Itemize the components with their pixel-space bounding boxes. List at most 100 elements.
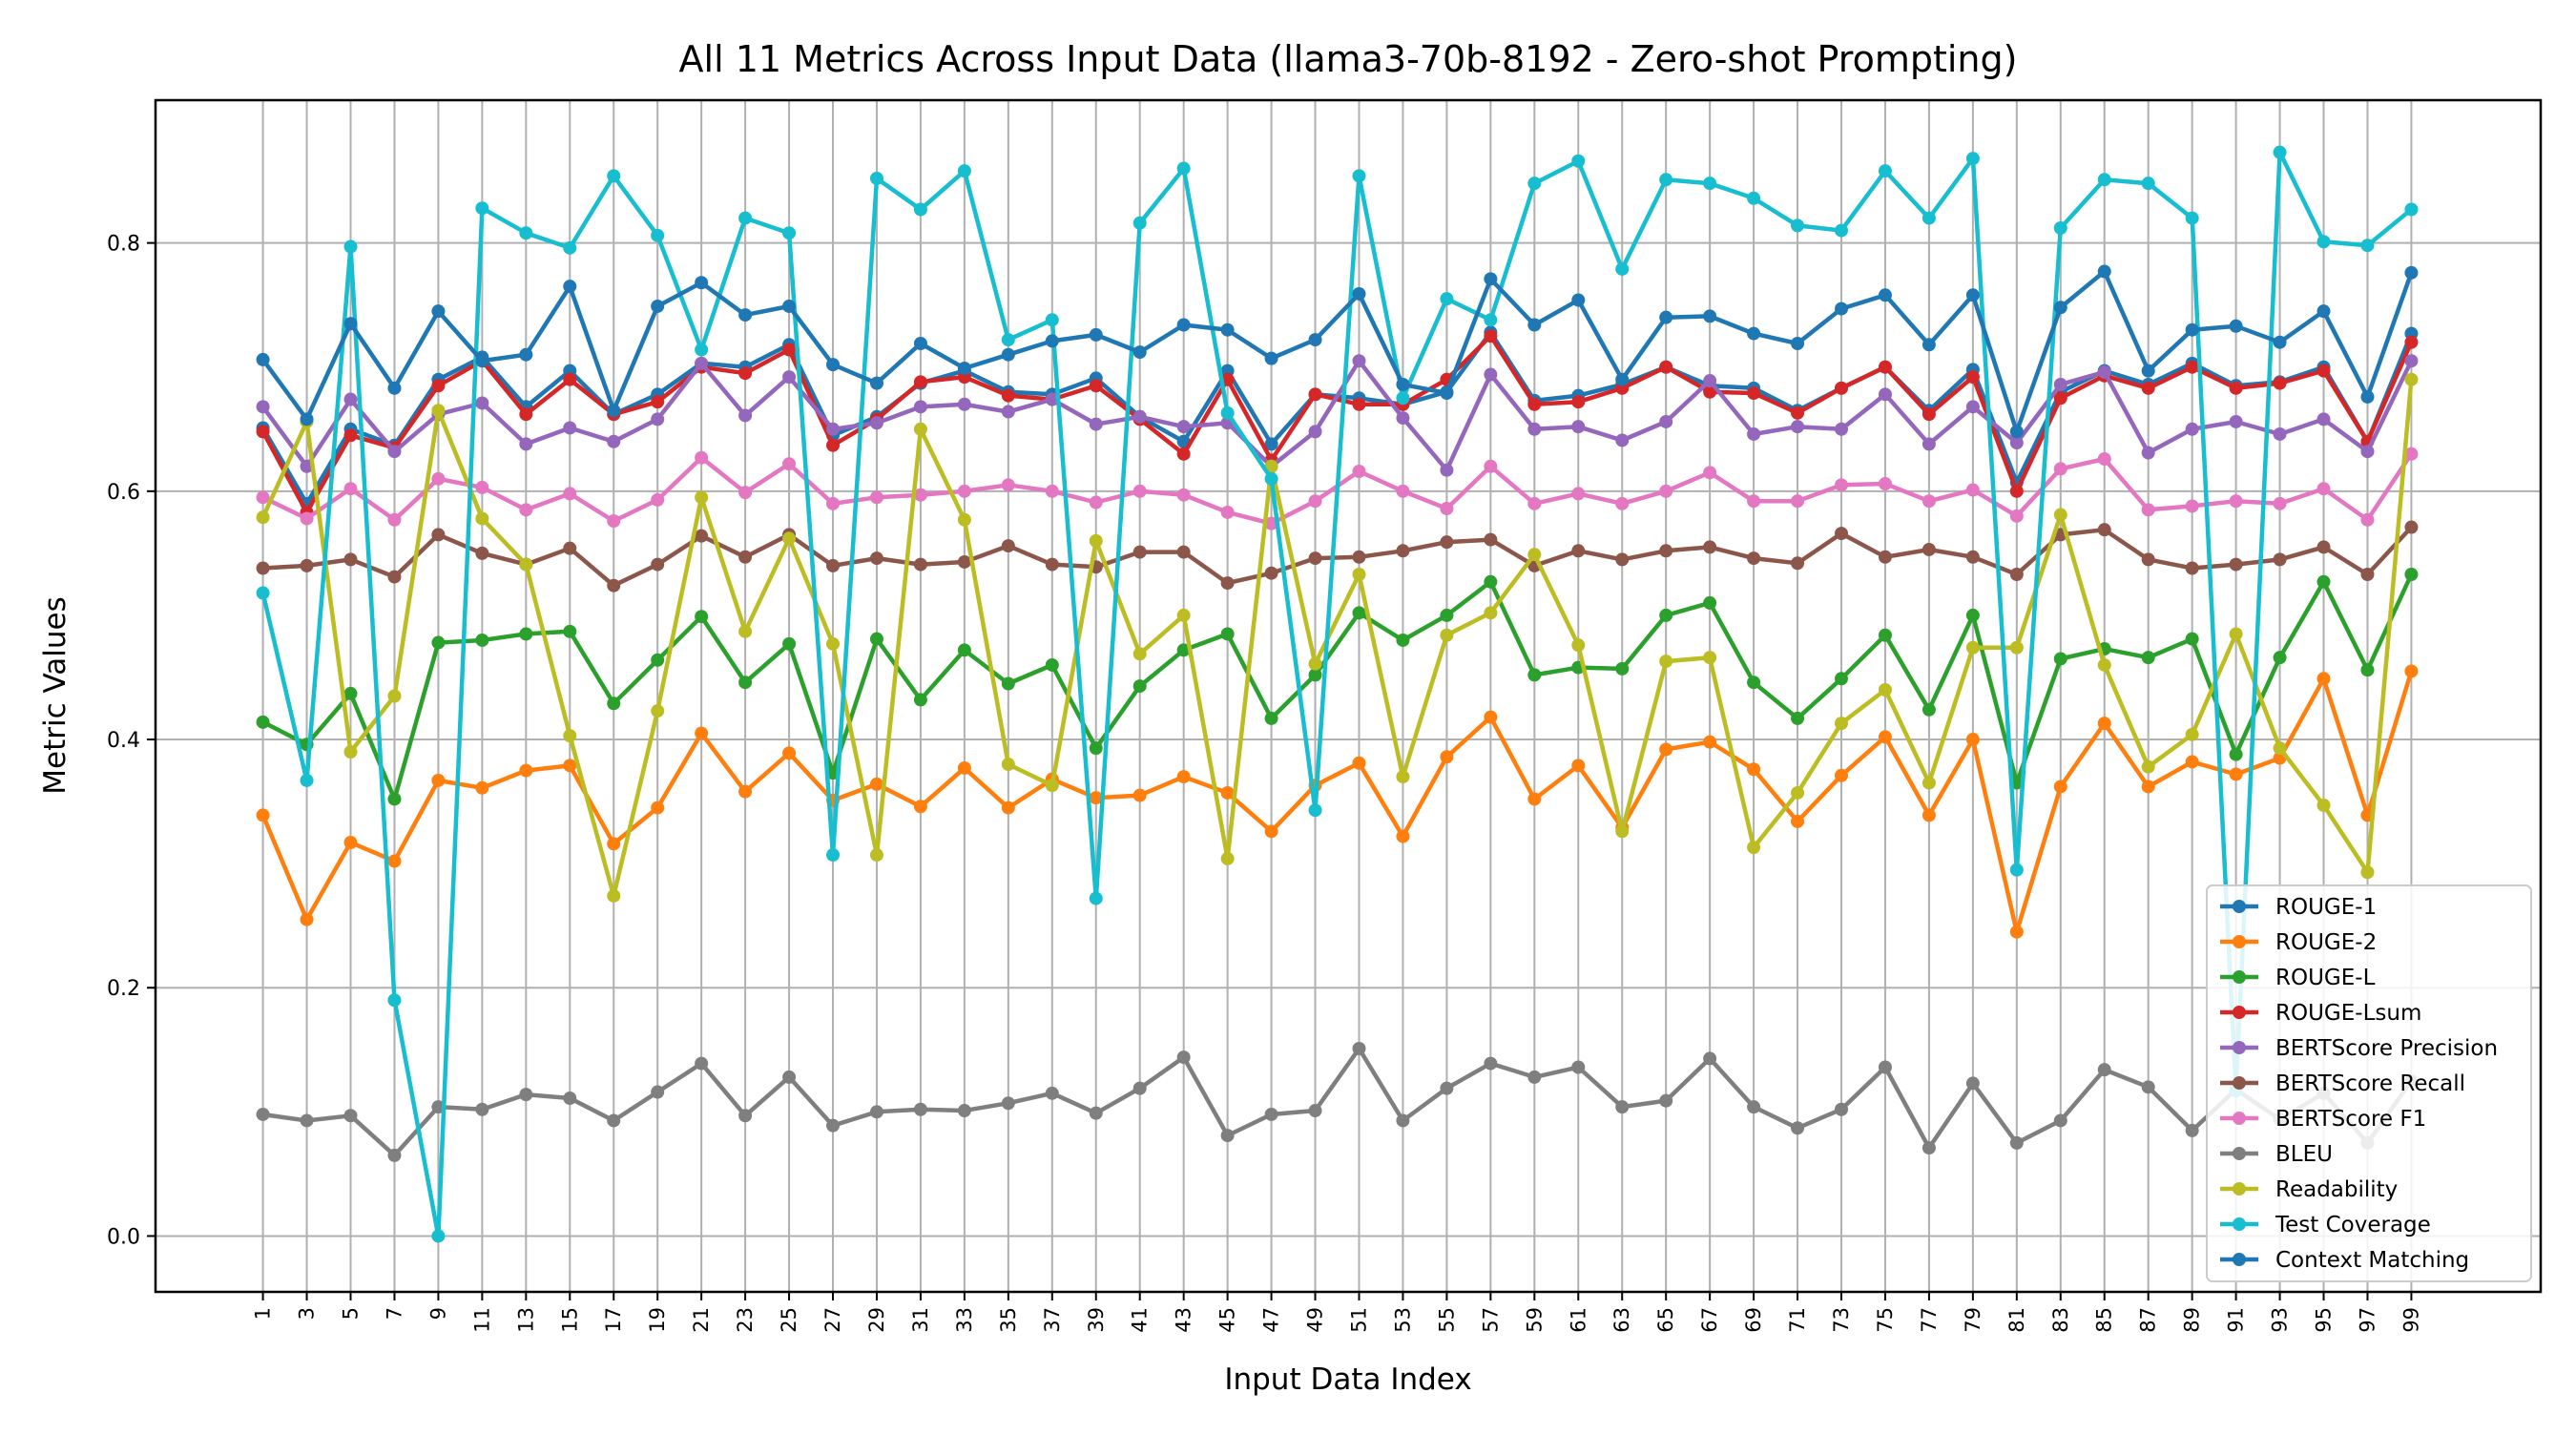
data-point — [2316, 540, 2331, 554]
data-point — [1965, 733, 1980, 747]
data-point — [1835, 478, 1849, 492]
y-tick-label: 0.8 — [107, 233, 140, 257]
x-tick-label: 85 — [2093, 1307, 2116, 1333]
data-point — [2141, 552, 2155, 567]
data-point — [695, 726, 709, 740]
data-point — [1264, 459, 1278, 473]
x-tick-label: 57 — [1479, 1307, 1502, 1333]
data-point — [957, 362, 971, 376]
data-point — [1571, 638, 1586, 653]
data-point — [475, 1102, 489, 1116]
data-point — [2360, 512, 2375, 527]
data-point — [1220, 322, 1235, 337]
data-point — [2360, 239, 2375, 253]
data-point — [2273, 145, 2287, 159]
x-tick-label: 73 — [1830, 1307, 1853, 1333]
data-point — [607, 1113, 621, 1128]
data-point — [738, 784, 753, 799]
data-point — [1484, 574, 1498, 589]
data-point — [1484, 532, 1498, 547]
x-tick-label: 1 — [252, 1307, 275, 1320]
data-point — [1396, 391, 1410, 406]
data-point — [1791, 218, 1805, 233]
data-point — [1922, 1141, 1936, 1155]
data-point — [2185, 211, 2199, 225]
data-point — [2316, 235, 2331, 249]
legend-swatch-marker — [2233, 1076, 2246, 1090]
data-point — [1527, 792, 1542, 806]
x-tick-label: 45 — [1216, 1307, 1239, 1333]
data-point — [1396, 411, 1410, 426]
data-point — [695, 356, 709, 370]
data-point — [1615, 661, 1630, 676]
data-point — [2009, 484, 2024, 498]
data-point — [869, 551, 883, 566]
data-point — [2141, 177, 2155, 191]
x-tick-label: 95 — [2313, 1307, 2336, 1333]
data-point — [387, 445, 402, 459]
data-point — [1440, 292, 1454, 306]
data-point — [1615, 372, 1630, 386]
data-point — [1835, 223, 1849, 238]
data-point — [1571, 395, 1586, 409]
data-point — [2273, 426, 2287, 441]
data-point — [256, 1107, 270, 1121]
y-tick-label: 0.2 — [107, 977, 140, 1001]
x-tick-label: 47 — [1260, 1307, 1283, 1333]
legend-item: ROUGE-2 — [2220, 930, 2377, 955]
data-point — [563, 1092, 577, 1106]
data-point — [1308, 656, 1322, 671]
data-point — [300, 773, 314, 787]
data-point — [1878, 164, 1892, 178]
data-point — [1878, 730, 1892, 744]
legend-label: Context Matching — [2275, 1248, 2469, 1273]
x-tick-label: 17 — [602, 1307, 625, 1333]
x-tick-label: 77 — [1918, 1307, 1941, 1333]
series-line — [260, 669, 2414, 934]
data-point — [1571, 759, 1586, 773]
data-point — [913, 337, 927, 351]
data-point — [1176, 770, 1191, 784]
data-point — [2097, 264, 2111, 279]
data-point — [2404, 520, 2419, 534]
data-point — [2053, 377, 2067, 391]
data-point — [607, 578, 621, 593]
data-point — [651, 395, 665, 409]
data-point — [1571, 293, 1586, 307]
data-point — [826, 848, 841, 863]
data-point — [387, 689, 402, 703]
data-point — [1659, 1093, 1673, 1108]
data-point — [1965, 483, 1980, 497]
data-point — [1089, 495, 1103, 510]
data-point — [1527, 318, 1542, 332]
data-point — [1308, 333, 1322, 347]
x-tick-label: 97 — [2356, 1307, 2379, 1333]
data-point — [826, 1118, 841, 1133]
data-point — [343, 317, 358, 331]
data-point — [782, 457, 797, 471]
data-point — [1484, 329, 1498, 343]
series-line — [260, 572, 2414, 801]
data-point — [1747, 386, 1761, 401]
data-point — [1703, 540, 1717, 554]
data-point — [869, 632, 883, 646]
data-point — [869, 777, 883, 791]
x-tick-label: 49 — [1304, 1307, 1327, 1333]
data-point — [1440, 608, 1454, 622]
legend-swatch-marker — [2233, 1112, 2246, 1125]
data-point — [1703, 385, 1717, 399]
data-point — [1089, 533, 1103, 548]
data-point — [1659, 173, 1673, 187]
x-tick-label: 71 — [1786, 1307, 1809, 1333]
series-bleu — [256, 1041, 2419, 1162]
data-point — [2404, 372, 2419, 386]
data-point — [913, 557, 927, 572]
data-point — [519, 437, 533, 451]
data-point — [2053, 652, 2067, 666]
data-point — [695, 276, 709, 290]
series-rouge-2 — [256, 664, 2419, 939]
data-point — [2185, 422, 2199, 436]
data-point — [2229, 319, 2243, 333]
data-point — [1132, 647, 1147, 661]
data-point — [387, 993, 402, 1008]
